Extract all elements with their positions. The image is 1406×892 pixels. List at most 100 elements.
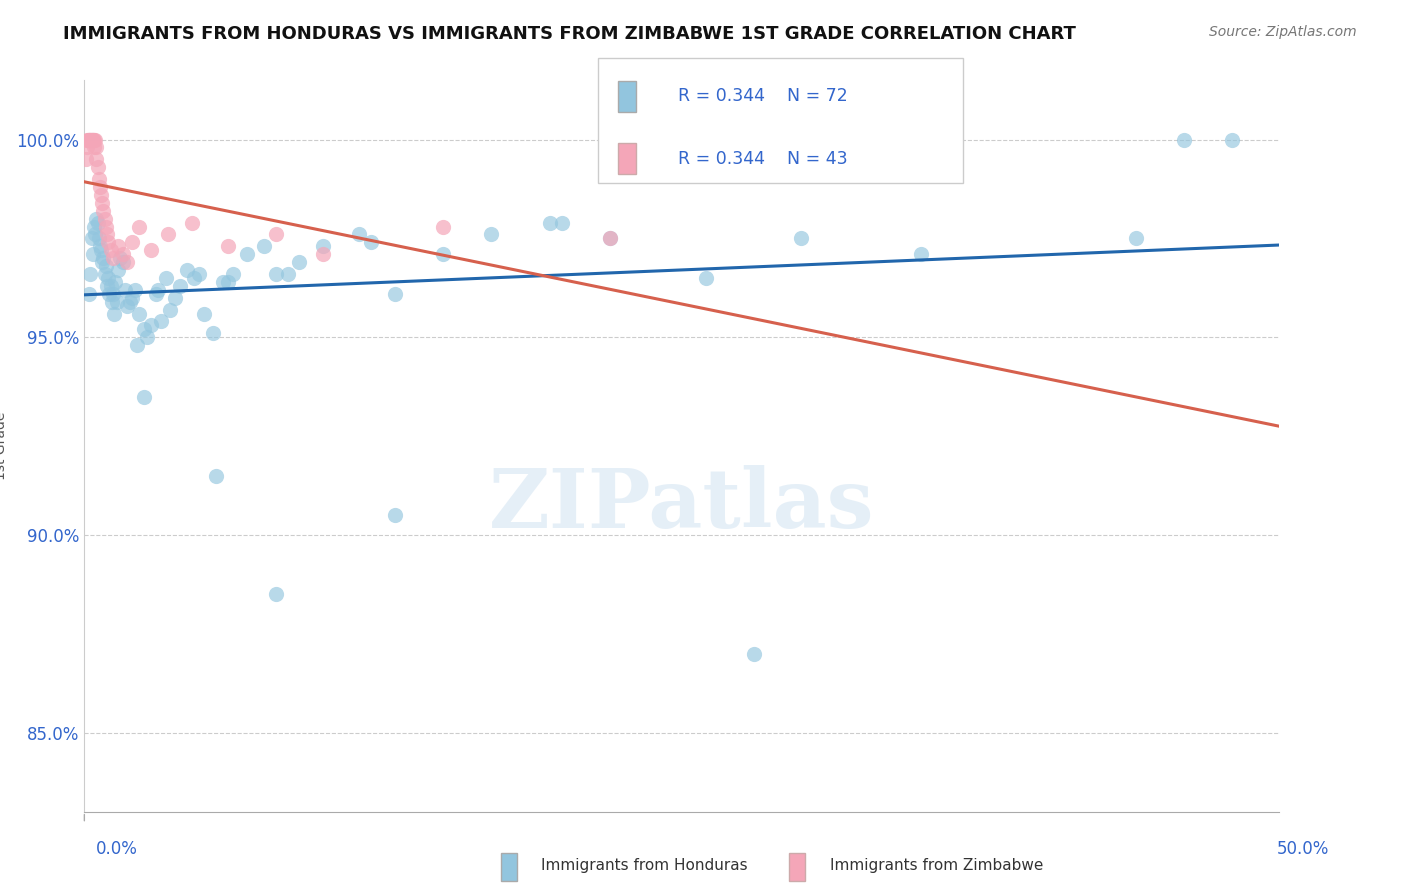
Point — [77, 132, 100, 146]
Point — [277, 267, 299, 281]
Point — [101, 251, 124, 265]
Point — [384, 508, 406, 523]
Point — [100, 244, 122, 258]
Point — [432, 247, 454, 261]
Point — [695, 271, 717, 285]
Point — [217, 239, 239, 253]
Point — [91, 255, 114, 269]
Point — [114, 283, 136, 297]
Point — [202, 326, 225, 341]
Point — [104, 275, 127, 289]
Point — [89, 239, 111, 253]
Point — [75, 153, 97, 167]
Point — [93, 203, 115, 218]
Text: R = 0.344    N = 43: R = 0.344 N = 43 — [678, 150, 848, 168]
Point — [77, 286, 100, 301]
Point — [93, 251, 115, 265]
Point — [91, 195, 114, 210]
Text: Source: ZipAtlas.com: Source: ZipAtlas.com — [1209, 25, 1357, 39]
Point — [100, 278, 122, 293]
Point — [360, 235, 382, 250]
Point — [96, 227, 118, 242]
Point — [107, 239, 129, 253]
Point — [121, 291, 143, 305]
Point — [742, 647, 765, 661]
Point — [80, 132, 103, 146]
Point — [80, 132, 103, 146]
Text: ZIPatlas: ZIPatlas — [489, 465, 875, 544]
Point — [118, 294, 141, 309]
Point — [77, 132, 100, 146]
Point — [145, 286, 167, 301]
Point — [76, 140, 98, 154]
Point — [155, 271, 177, 285]
Point — [264, 227, 287, 242]
Text: Immigrants from Zimbabwe: Immigrants from Zimbabwe — [830, 858, 1043, 872]
Point — [86, 216, 108, 230]
Point — [83, 219, 105, 234]
Point — [111, 247, 134, 261]
Point — [176, 263, 198, 277]
Point — [165, 291, 187, 305]
Point — [157, 227, 180, 242]
Point — [82, 247, 104, 261]
Point — [181, 216, 204, 230]
Point — [132, 322, 156, 336]
Point — [90, 244, 112, 258]
Point — [93, 211, 115, 226]
Point — [84, 140, 107, 154]
Point — [193, 307, 215, 321]
Point — [253, 239, 276, 253]
Point — [107, 263, 129, 277]
Point — [89, 180, 111, 194]
Point — [479, 227, 502, 242]
Point — [790, 231, 813, 245]
Point — [86, 161, 108, 175]
Point — [599, 231, 621, 245]
Point — [96, 278, 118, 293]
Point — [132, 390, 156, 404]
Point — [117, 255, 139, 269]
Text: R = 0.344    N = 72: R = 0.344 N = 72 — [678, 87, 848, 105]
Point — [1125, 231, 1147, 245]
Point — [79, 132, 101, 146]
Point — [312, 239, 335, 253]
Point — [221, 267, 243, 281]
Point — [124, 283, 146, 297]
Y-axis label: 1st Grade: 1st Grade — [0, 412, 8, 480]
Point — [432, 219, 454, 234]
Point — [188, 267, 211, 281]
Point — [94, 219, 117, 234]
Point — [101, 286, 124, 301]
Point — [83, 132, 105, 146]
Point — [79, 267, 101, 281]
Point — [97, 271, 120, 285]
Point — [1220, 132, 1243, 146]
Point — [312, 247, 335, 261]
Point — [125, 338, 148, 352]
Point — [105, 294, 128, 309]
Point — [80, 231, 103, 245]
Text: Immigrants from Honduras: Immigrants from Honduras — [541, 858, 748, 872]
Point — [264, 267, 287, 281]
Point — [183, 271, 205, 285]
Point — [101, 294, 124, 309]
Point — [82, 132, 104, 146]
Point — [141, 244, 163, 258]
Text: 0.0%: 0.0% — [96, 840, 138, 858]
Point — [79, 132, 101, 146]
Point — [87, 231, 110, 245]
Point — [82, 132, 104, 146]
Point — [540, 216, 562, 230]
Point — [121, 235, 143, 250]
Point — [110, 251, 132, 265]
Point — [551, 216, 574, 230]
Point — [87, 172, 110, 186]
Point — [169, 278, 191, 293]
Point — [77, 132, 100, 146]
Point — [111, 255, 134, 269]
Point — [117, 299, 139, 313]
Point — [288, 255, 311, 269]
Point — [84, 227, 107, 242]
Point — [135, 330, 157, 344]
